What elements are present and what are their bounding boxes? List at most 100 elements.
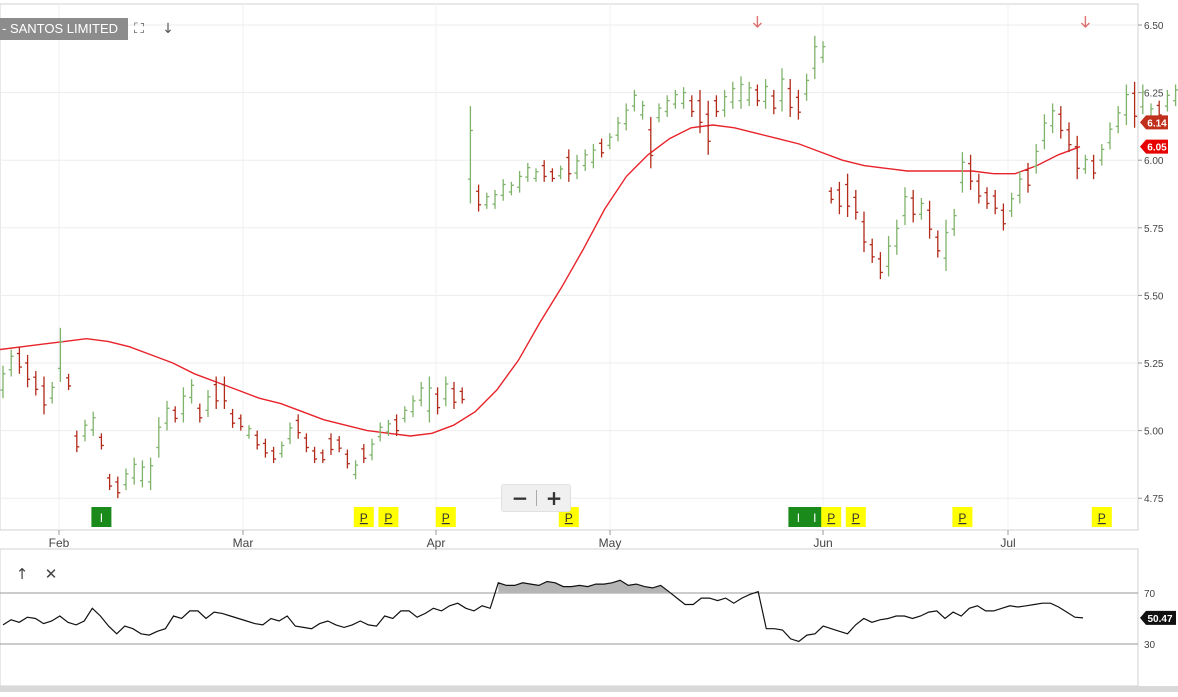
price-bar [205,390,211,418]
price-y-tick-label: 4.75 [1144,494,1164,505]
price-y-tick-label: 5.75 [1144,224,1164,235]
signal-marker-I [788,507,809,527]
price-bar [262,438,268,458]
price-bar [590,143,596,169]
price-bar [1107,122,1113,150]
price-bar [713,95,719,117]
price-bar [287,422,293,445]
price-bar [492,189,498,209]
price-bar [812,35,818,80]
price-bar [246,425,252,439]
zoom-in-button[interactable]: + [545,486,563,510]
price-bar [238,414,244,431]
price-bar [336,436,342,453]
signal-marker-label: P [827,511,835,525]
bottom-scroll-bar[interactable] [0,686,1178,692]
x-axis-tick-label: May [599,536,622,550]
signal-marker-label: P [384,511,392,525]
price-bar [976,173,982,204]
ma-value-badge-label: 6.05 [1147,143,1167,154]
price-bar [295,414,301,439]
zoom-out-button[interactable]: − [511,486,529,510]
price-bar [541,160,547,182]
price-bar [574,154,580,180]
price-bar [131,457,137,485]
price-bar [730,81,736,109]
price-y-tick-label: 5.50 [1144,291,1164,302]
price-bar [180,387,186,423]
arrow-up-icon[interactable]: ↑ [15,565,29,583]
signal-marker-label: I [797,511,800,525]
oscillator-panel-border [0,548,1139,687]
signal-marker-label: P [360,511,368,525]
price-bar [344,449,350,469]
price-bar [705,100,711,155]
x-axis-tick-label: Jun [813,536,832,550]
price-bar [951,208,957,236]
price-bar [41,376,47,415]
oscillator-line [2,579,1084,643]
down-arrow-marker [1080,16,1090,28]
signal-marker-label: P [1098,511,1106,525]
price-bar [361,444,367,464]
price-bar [426,376,432,423]
price-bar [1140,84,1146,115]
price-bar [968,154,974,190]
price-bar [164,400,170,431]
price-bar [49,381,55,404]
price-bar [1066,122,1072,153]
close-icon[interactable]: ✕ [44,565,58,583]
price-bar [763,79,769,109]
price-bar [156,417,162,458]
price-y-tick-label: 5.00 [1144,427,1164,438]
price-bar [640,100,646,120]
signal-marker-I [91,507,112,527]
oscillator-value-badge-label: 50.47 [1147,614,1172,625]
price-bar [804,73,810,101]
price-bar [533,168,539,182]
price-bar [435,387,441,415]
price-bar [877,252,883,280]
price-bar [254,430,260,450]
price-bar [1091,154,1097,180]
price-bar [8,349,14,377]
price-bar [787,79,793,117]
price-bar [599,138,605,158]
price-bar [1074,135,1080,180]
price-bar [33,371,39,396]
price-bar [1099,143,1105,166]
price-bar [558,165,564,180]
zoom-control: − + [501,484,571,512]
price-bar [25,354,31,388]
price-bar [66,373,72,391]
price-bar [508,181,514,196]
price-bar [451,381,457,409]
price-bar [484,192,490,209]
price-bar [82,419,88,442]
price-bar [910,189,916,223]
price-bar [1041,114,1047,150]
price-bar [74,430,80,453]
price-bar [197,403,203,423]
price-bar [123,468,129,491]
price-bar [221,376,227,409]
price-bar [943,219,949,272]
price-bar [394,414,400,437]
last-price-badge [1140,115,1168,130]
price-bar [1000,203,1006,231]
price-bar [1025,162,1031,193]
download-arrow-icon[interactable]: ↓ [162,21,174,37]
price-bar [369,438,375,461]
price-bar [664,95,670,117]
price-panel-border [0,3,1139,531]
fullscreen-icon[interactable]: ⛶ [134,21,144,37]
signal-marker-P [353,507,374,527]
signal-marker-label: I [813,511,816,525]
ma-value-badge [1140,139,1168,154]
x-axis-tick-label: Mar [233,536,254,550]
price-bar [886,235,892,277]
price-bar [443,376,449,407]
price-bar [1058,106,1064,139]
price-bar [959,152,965,193]
